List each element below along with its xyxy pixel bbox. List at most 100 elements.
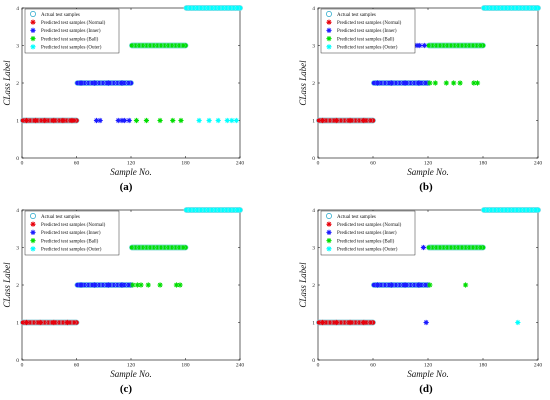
predicted-point [177,282,183,288]
x-axis-label: Sample No. [110,167,152,177]
actual-sample-marker [194,207,200,213]
predicted-point [388,282,394,288]
predicted-point [78,282,84,288]
x-tick-label: 120 [127,363,136,369]
actual-sample-marker [470,42,476,49]
legend-item-label: Predicted test samples (Outer) [41,46,102,51]
actual-sample-marker [484,207,491,213]
actual-sample-marker [367,319,373,326]
x-tick-label: 120 [424,363,433,369]
legend-marker-circle [326,213,332,219]
predicted-point [64,319,71,326]
predicted-point [319,117,326,124]
x-axis-label: Sample No. [407,167,449,177]
actual-sample-marker [31,319,37,326]
actual-sample-marker [198,5,204,11]
predicted-point [432,80,438,86]
y-tick-label: 0 [16,156,19,162]
actual-sample-marker [532,207,538,213]
legend-marker-star [326,27,332,33]
actual-series-class-2 [371,282,431,288]
predicted-point [133,117,140,124]
actual-series-class-4 [183,207,243,213]
actual-sample-marker [521,5,527,11]
predicted-point [105,282,111,288]
predicted-point [515,319,521,326]
actual-sample-marker [172,244,179,251]
actual-sample-marker [514,5,520,11]
actual-sample-marker [517,207,524,213]
legend-box [320,210,416,256]
actual-sample-marker [396,282,403,288]
actual-series-class-2 [371,80,431,86]
predicted-point [130,282,136,288]
actual-sample-marker [528,207,535,213]
actual-sample-marker [129,244,135,251]
actual-sample-marker [209,207,215,213]
actual-series-class-3 [426,244,486,251]
y-axis-label: CLass Label [2,60,12,106]
predicted-series-inner [374,244,429,326]
legend-marker-star [30,19,36,25]
predicted-point [157,117,163,124]
legend-marker-star [326,238,332,244]
x-tick-label: 180 [181,363,190,369]
predicted-point [37,319,43,326]
predicted-point [427,282,433,288]
y-axis-label: CLass Label [2,262,12,308]
predicted-point [402,282,408,288]
actual-sample-marker [147,42,153,49]
actual-sample-marker [216,5,222,11]
actual-sample-marker [462,42,469,49]
actual-sample-marker [477,42,483,49]
actual-sample-marker [183,5,190,11]
legend-marker-star [326,19,332,25]
predicted-point [471,80,477,86]
x-axis-label: Sample No. [110,369,152,379]
legend-marker-star [326,44,332,50]
chart-panel-b: 0 60 120 180 240 0 1 2 3 4 Sample No. CLass Label (b… [298,5,542,193]
x-axis-label: Sample No. [407,369,449,379]
actual-sample-marker [492,207,498,213]
actual-sample-marker [198,207,204,213]
predicted-point [97,117,103,124]
actual-sample-marker [327,117,333,124]
y-tick-label: 1 [312,119,315,125]
actual-sample-marker [510,5,516,11]
predicted-point [215,117,221,124]
actual-sample-marker [382,282,388,288]
legend-marker-star [326,221,332,227]
predicted-point [333,117,339,124]
actual-sample-marker [444,244,450,251]
y-tick-label: 4 [312,6,315,12]
actual-sample-marker [143,244,150,251]
actual-sample-marker [451,42,458,49]
actual-sample-marker [234,5,240,11]
actual-sample-marker [466,42,472,49]
panel-caption: (b) [419,181,433,193]
actual-sample-marker [503,5,509,11]
predicted-series-normal [23,117,75,124]
legend-item-label: Actual test samples [337,13,376,18]
predicted-point [402,80,408,86]
legend-item-label: Predicted test samples (Normal) [337,21,402,26]
actual-sample-marker [492,5,498,11]
actual-sample-marker [85,80,91,86]
actual-sample-marker [209,5,215,11]
actual-sample-marker [111,80,117,86]
predicted-series-outer [515,319,521,326]
actual-sample-marker [495,207,502,213]
actual-sample-marker [111,282,117,288]
predicted-point [420,244,427,251]
predicted-series-normal [319,319,367,326]
predicted-point [33,117,39,124]
actual-sample-marker [201,5,208,11]
predicted-point [93,117,100,124]
predicted-series-ball [427,282,469,288]
x-tick-label: 120 [424,161,433,167]
actual-sample-marker [407,282,414,288]
actual-series-class-3 [129,42,189,49]
actual-sample-marker [341,319,348,326]
y-tick-label: 2 [16,283,19,289]
actual-sample-marker [440,244,447,251]
